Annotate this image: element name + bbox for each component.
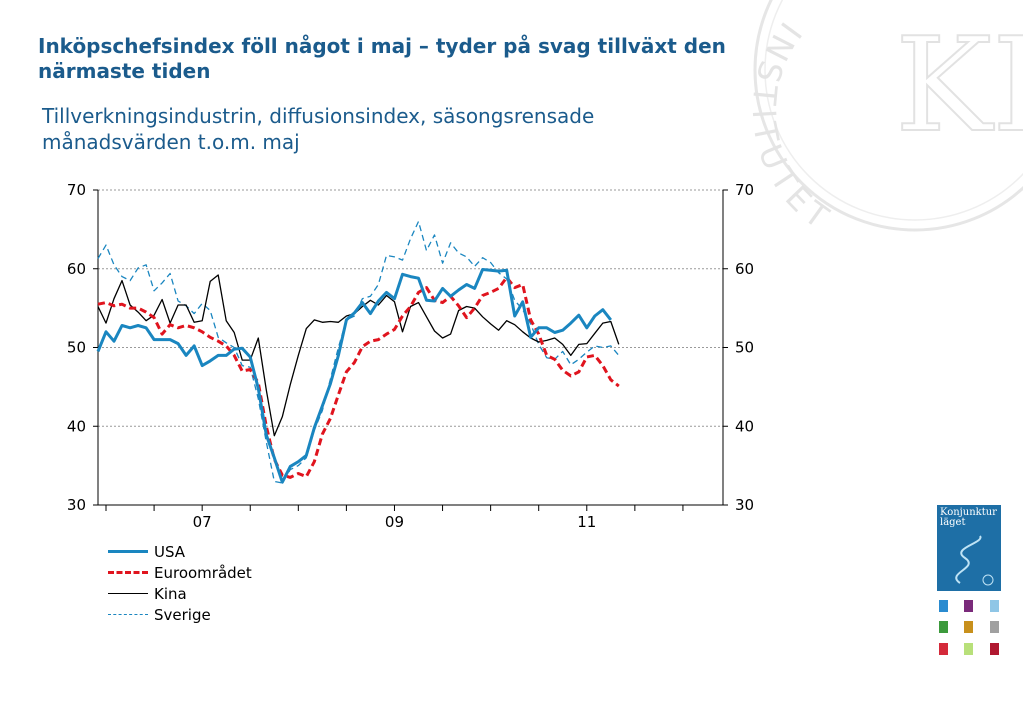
x-tick-label: 09 <box>385 513 404 531</box>
legend-item-usa: USA <box>108 541 252 562</box>
y-tick-label-left: 30 <box>67 496 86 514</box>
thumbnail-3 <box>990 600 999 612</box>
series-line-euroområdet <box>97 275 620 479</box>
y-tick-label-left: 40 <box>67 417 86 435</box>
y-tick-label-left: 50 <box>67 339 86 357</box>
cover-swirl-graphic <box>955 535 994 586</box>
legend-item-kina: Kina <box>108 583 252 604</box>
series-line-usa <box>96 268 612 484</box>
series-line-kina <box>97 274 620 437</box>
thumbnail-2 <box>964 600 973 612</box>
legend-swatch-euro <box>108 571 148 574</box>
y-tick-label-right: 60 <box>735 260 754 278</box>
watermark-monogram: KI <box>895 9 1023 161</box>
legend-item-sverige: Sverige <box>108 604 252 625</box>
legend-label-euro: Euroområdet <box>154 563 252 582</box>
thumbnail-1 <box>939 600 948 612</box>
legend-item-euro: Euroområdet <box>108 562 252 583</box>
cover-title: Konjunktur läget <box>940 507 997 528</box>
chart-subtitle: Tillverkningsindustrin, diffusionsindex,… <box>42 104 595 154</box>
legend-swatch-sverige <box>108 614 148 615</box>
report-cover-thumbnail: Konjunktur läget <box>937 505 1001 591</box>
legend-swatch-usa <box>108 550 148 553</box>
y-tick-label-right: 40 <box>735 417 754 435</box>
institute-seal-watermark: KI INSTITUTET <box>745 0 1023 239</box>
legend-swatch-kina <box>108 593 148 594</box>
y-tick-label-right: 70 <box>735 181 754 199</box>
x-tick-label: 07 <box>193 513 212 531</box>
thumbnail-4 <box>939 621 948 633</box>
legend-label-kina: Kina <box>154 584 187 603</box>
thumbnail-9 <box>990 643 999 655</box>
y-tick-label-left: 70 <box>67 181 86 199</box>
thumbnail-7 <box>939 643 948 655</box>
chart-legend: USA Euroområdet Kina Sverige <box>108 541 252 625</box>
y-tick-label-right: 50 <box>735 339 754 357</box>
y-tick-label-right: 30 <box>735 496 754 514</box>
thumbnail-5 <box>964 621 973 633</box>
legend-label-usa: USA <box>154 542 186 561</box>
legend-label-sverige: Sverige <box>154 605 211 624</box>
x-tick-label: 11 <box>577 513 596 531</box>
thumbnail-8 <box>964 643 973 655</box>
page-title: Inköpschefsindex föll något i maj – tyde… <box>38 34 726 83</box>
thumbnail-6 <box>990 621 999 633</box>
y-tick-label-left: 60 <box>67 260 86 278</box>
